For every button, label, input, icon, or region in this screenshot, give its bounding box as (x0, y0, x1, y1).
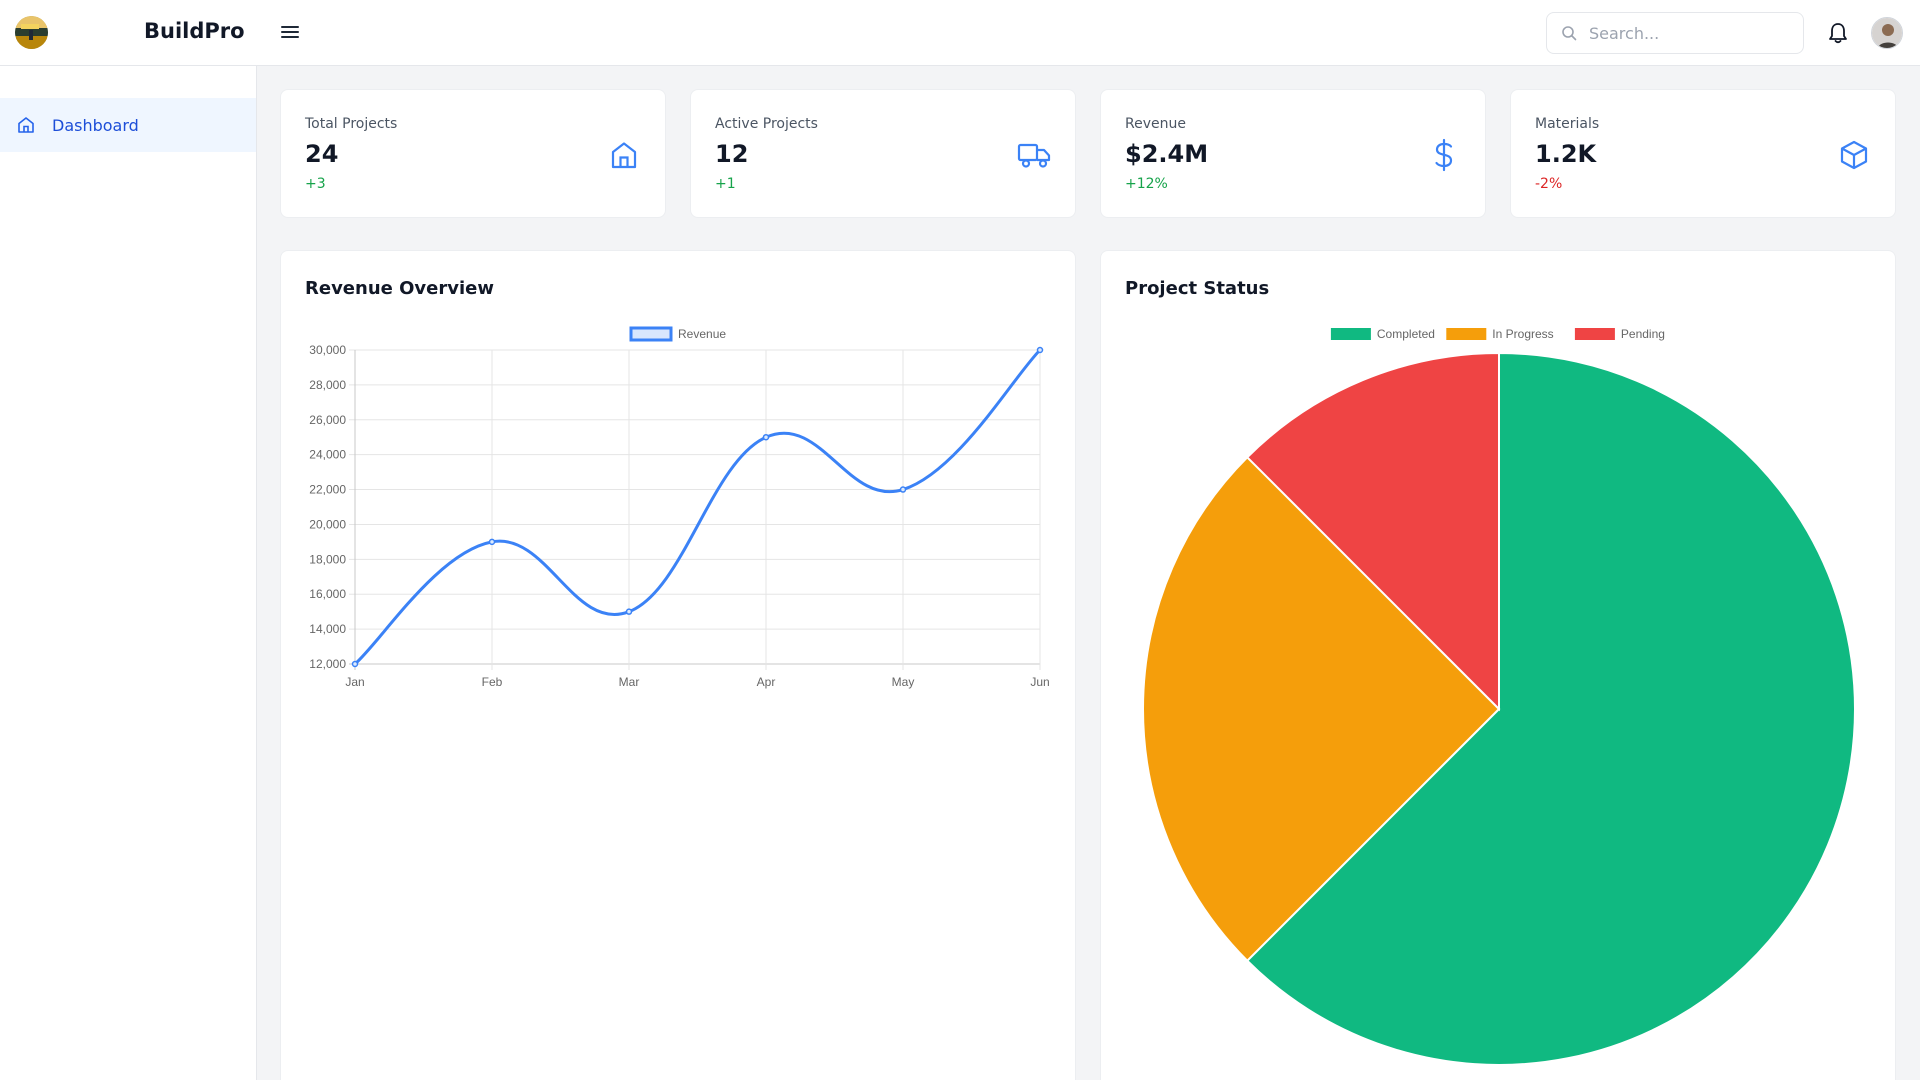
brand-name: BuildPro (144, 19, 245, 43)
y-tick-label: 20,000 (309, 517, 346, 531)
search-box (1546, 12, 1804, 54)
home-icon (16, 115, 36, 135)
stat-value: 12 (715, 140, 749, 168)
y-tick-label: 14,000 (309, 622, 346, 636)
legend-swatch[interactable] (629, 326, 673, 342)
y-tick-label: 16,000 (309, 587, 346, 601)
top-header: BuildPro (0, 0, 1920, 66)
stat-change: +3 (305, 176, 326, 192)
bell-icon (1829, 23, 1847, 44)
stat-card-total-projects: Total Projects 24 +3 (280, 89, 666, 218)
search-icon (1561, 25, 1577, 41)
revenue-series-line (354, 348, 1042, 666)
user-photo-icon (1872, 18, 1902, 48)
revenue-data-point[interactable] (488, 538, 496, 546)
stat-change: -2% (1535, 176, 1563, 192)
stat-change: +1 (715, 176, 736, 192)
legend-label: In Progress (1492, 327, 1553, 341)
pie-slice-completed[interactable] (1245, 351, 1856, 1066)
logo-image-icon (15, 16, 48, 49)
stat-title: Revenue (1125, 116, 1186, 132)
y-tick-label: 24,000 (309, 448, 346, 462)
search-input[interactable] (1589, 23, 1789, 43)
stat-card-revenue: Revenue $2.4M +12% (1100, 89, 1486, 218)
pie-slice-pending[interactable] (1245, 351, 1500, 712)
sidebar-item-label: Dashboard (52, 115, 139, 135)
y-tick-label: 12,000 (309, 657, 346, 671)
stat-title: Total Projects (305, 116, 398, 132)
brand-logo[interactable] (15, 16, 48, 49)
stat-title: Materials (1535, 116, 1600, 132)
stat-change: +12% (1125, 176, 1168, 192)
sidebar-item-dashboard[interactable]: Dashboard (0, 98, 256, 152)
notifications-button[interactable] (1825, 20, 1851, 46)
revenue-data-point[interactable] (625, 608, 633, 615)
truck-icon (1017, 138, 1051, 172)
stat-title: Active Projects (715, 116, 818, 132)
legend-label: Pending (1621, 327, 1665, 341)
x-tick-label: May (892, 675, 915, 689)
revenue-data-point[interactable] (1036, 346, 1044, 354)
stat-card-materials: Materials 1.2K -2% (1510, 89, 1896, 218)
menu-toggle-button[interactable] (278, 20, 302, 44)
y-tick-label: 18,000 (309, 552, 346, 566)
pie-slice-in-progress[interactable] (1142, 455, 1501, 963)
y-tick-label: 28,000 (309, 378, 346, 392)
revenue-overview-panel: Revenue Overview 12,000 14,000 16,000 18,00… (280, 250, 1076, 1080)
project-status-pie-chart: Completed In Progress Pending (1142, 327, 1856, 1066)
user-avatar[interactable] (1871, 17, 1903, 49)
x-tick-label: Jun (1030, 675, 1049, 689)
x-tick-label: Jan (345, 675, 364, 689)
box-icon (1837, 138, 1871, 172)
revenue-data-point[interactable] (351, 660, 359, 668)
x-tick-label: Mar (619, 675, 640, 689)
y-tick-label: 30,000 (309, 343, 346, 357)
home-icon (607, 138, 641, 172)
x-tick-label: Feb (482, 675, 503, 689)
y-tick-label: 26,000 (309, 413, 346, 427)
stat-card-active-projects: Active Projects 12 +1 (690, 89, 1076, 218)
hamburger-icon (281, 26, 299, 38)
revenue-data-point[interactable] (899, 486, 907, 493)
panel-title: Revenue Overview (305, 278, 494, 299)
dollar-icon (1427, 138, 1461, 172)
legend-label: Revenue (678, 327, 726, 341)
sidebar: Dashboard (0, 66, 257, 1080)
y-tick-label: 22,000 (309, 483, 346, 497)
revenue-data-point[interactable] (762, 433, 770, 441)
project-status-panel: Project Status Completed In Progress Pendi… (1100, 250, 1896, 1080)
stat-value: $2.4M (1125, 140, 1209, 168)
revenue-line-chart: 12,000 14,000 16,000 18,000 20,000 22,000 24,0… (309, 326, 1050, 689)
legend-label: Completed (1377, 327, 1435, 341)
legend-swatch[interactable] (1446, 328, 1487, 340)
legend-swatch[interactable] (1574, 328, 1615, 340)
legend-swatch[interactable] (1330, 328, 1371, 340)
stat-value: 1.2K (1535, 140, 1597, 168)
x-tick-label: Apr (757, 675, 776, 689)
panel-title: Project Status (1125, 278, 1270, 299)
stat-value: 24 (305, 140, 339, 168)
